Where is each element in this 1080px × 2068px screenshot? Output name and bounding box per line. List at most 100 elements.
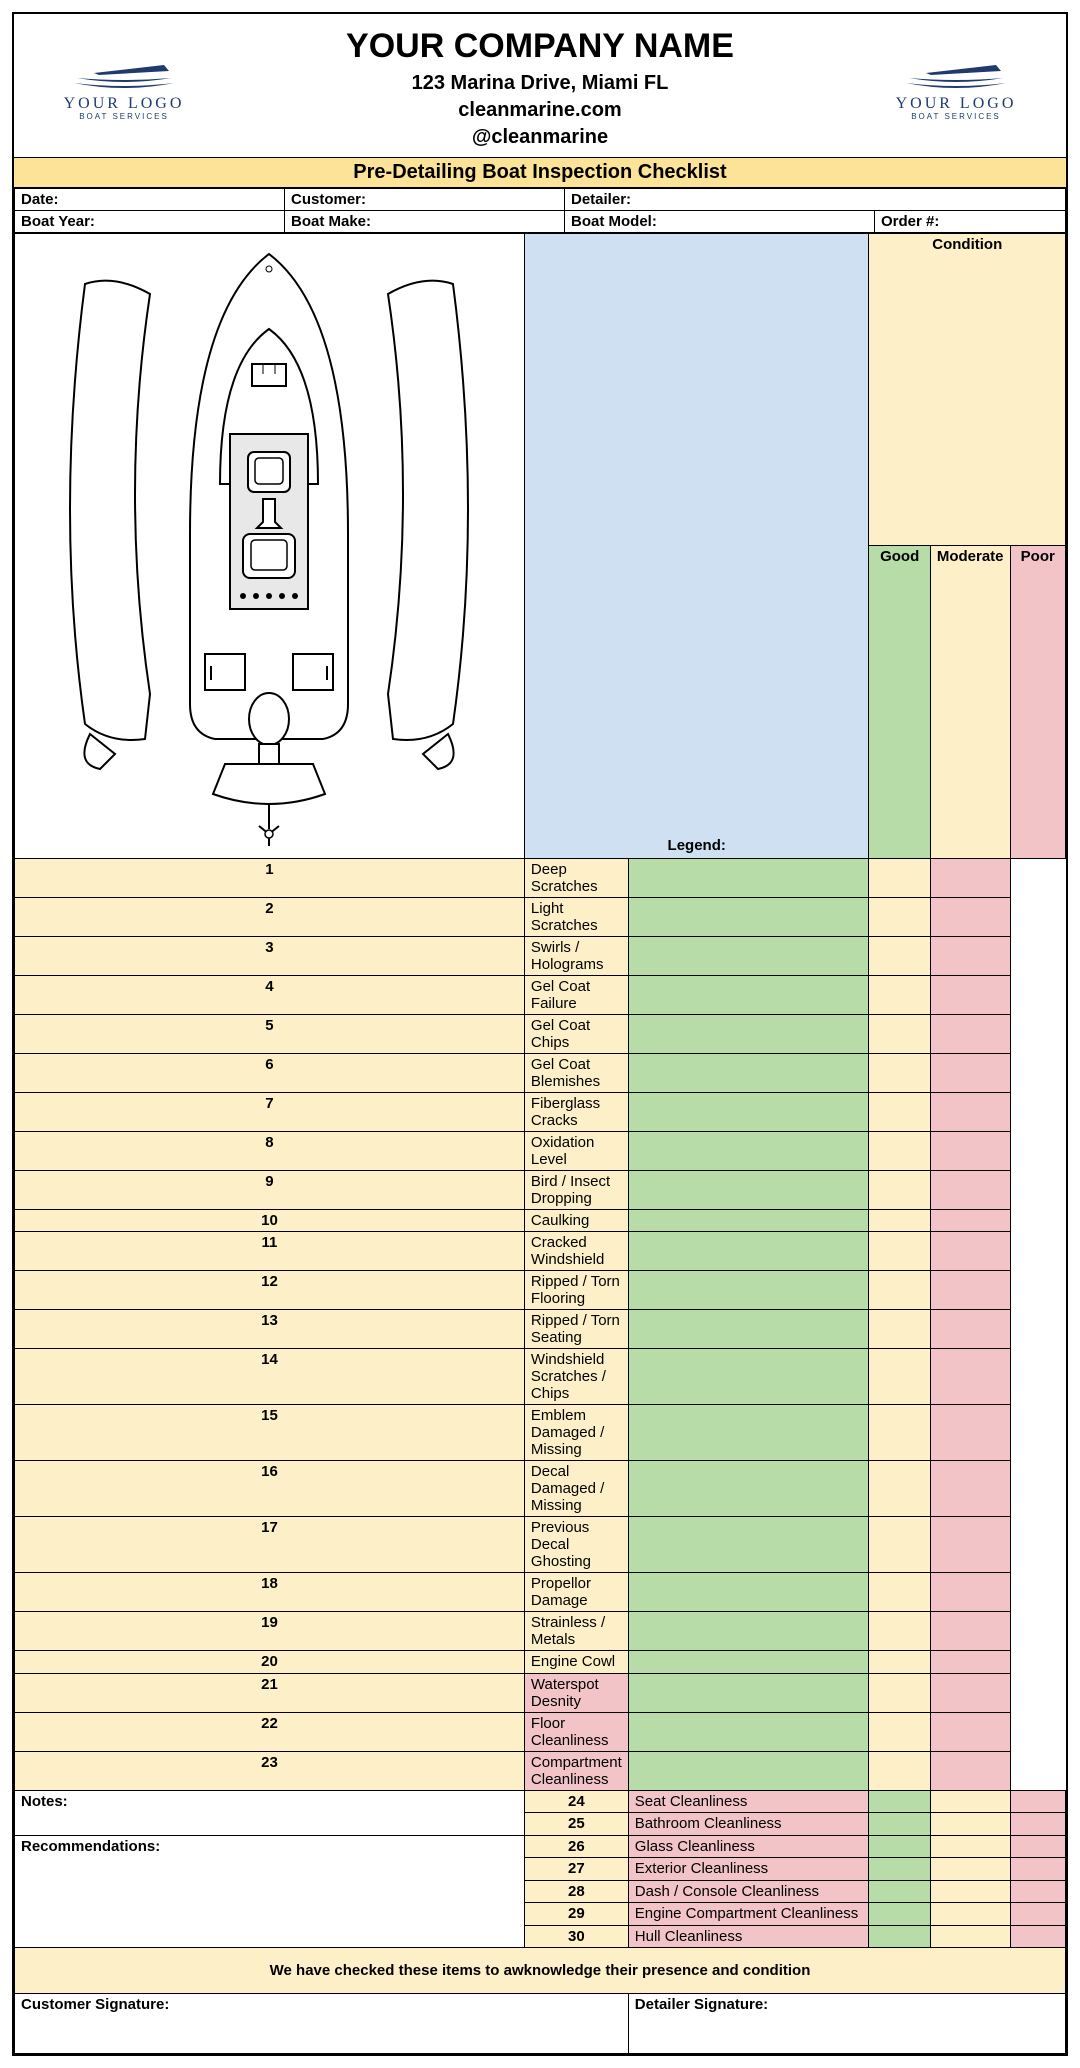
poor-box[interactable] <box>930 1461 1010 1517</box>
moderate-box[interactable] <box>869 1461 930 1517</box>
good-box[interactable] <box>628 1651 869 1674</box>
good-box[interactable] <box>628 897 869 936</box>
detailer-signature[interactable]: Detailer Signature: <box>628 1994 1065 2054</box>
good-box[interactable] <box>628 1612 869 1651</box>
field-boat-make[interactable]: Boat Make: <box>285 210 565 232</box>
good-box[interactable] <box>628 1092 869 1131</box>
moderate-box[interactable] <box>930 1880 1010 1903</box>
moderate-box[interactable] <box>869 1651 930 1674</box>
good-box[interactable] <box>628 1573 869 1612</box>
poor-box[interactable] <box>930 897 1010 936</box>
poor-box[interactable] <box>1010 1790 1065 1813</box>
poor-box[interactable] <box>930 1170 1010 1209</box>
moderate-box[interactable] <box>930 1790 1010 1813</box>
poor-box[interactable] <box>930 1209 1010 1232</box>
poor-box[interactable] <box>930 1651 1010 1674</box>
good-box[interactable] <box>869 1880 930 1903</box>
good-box[interactable] <box>628 1405 869 1461</box>
poor-box[interactable] <box>1010 1835 1065 1858</box>
moderate-box[interactable] <box>869 1405 930 1461</box>
moderate-box[interactable] <box>869 858 930 897</box>
field-date[interactable]: Date: <box>15 188 285 210</box>
poor-box[interactable] <box>930 1573 1010 1612</box>
moderate-box[interactable] <box>869 1232 930 1271</box>
poor-box[interactable] <box>930 1517 1010 1573</box>
poor-box[interactable] <box>930 1131 1010 1170</box>
poor-box[interactable] <box>930 975 1010 1014</box>
moderate-box[interactable] <box>869 1673 930 1712</box>
good-box[interactable] <box>628 1673 869 1712</box>
poor-box[interactable] <box>930 1751 1010 1790</box>
poor-box[interactable] <box>1010 1858 1065 1881</box>
poor-box[interactable] <box>930 1092 1010 1131</box>
good-box[interactable] <box>628 1131 869 1170</box>
notes-cell[interactable]: Notes: <box>15 1790 525 1835</box>
customer-signature[interactable]: Customer Signature: <box>15 1994 629 2054</box>
good-box[interactable] <box>628 1349 869 1405</box>
good-box[interactable] <box>628 1310 869 1349</box>
good-box[interactable] <box>628 1014 869 1053</box>
poor-box[interactable] <box>930 1612 1010 1651</box>
poor-box[interactable] <box>930 1271 1010 1310</box>
good-box[interactable] <box>628 1170 869 1209</box>
moderate-box[interactable] <box>930 1925 1010 1948</box>
good-box[interactable] <box>628 936 869 975</box>
poor-box[interactable] <box>1010 1925 1065 1948</box>
moderate-box[interactable] <box>869 1053 930 1092</box>
moderate-box[interactable] <box>930 1835 1010 1858</box>
moderate-box[interactable] <box>869 1517 930 1573</box>
moderate-box[interactable] <box>869 1170 930 1209</box>
poor-box[interactable] <box>930 1405 1010 1461</box>
good-box[interactable] <box>869 1858 930 1881</box>
field-boat-model[interactable]: Boat Model: <box>565 210 875 232</box>
poor-box[interactable] <box>930 1673 1010 1712</box>
moderate-box[interactable] <box>930 1858 1010 1881</box>
good-box[interactable] <box>869 1835 930 1858</box>
poor-box[interactable] <box>930 1053 1010 1092</box>
field-order[interactable]: Order #: <box>875 210 1066 232</box>
moderate-box[interactable] <box>869 897 930 936</box>
good-box[interactable] <box>869 1813 930 1836</box>
field-boat-year[interactable]: Boat Year: <box>15 210 285 232</box>
poor-box[interactable] <box>930 1712 1010 1751</box>
moderate-box[interactable] <box>869 1014 930 1053</box>
poor-box[interactable] <box>930 1310 1010 1349</box>
good-box[interactable] <box>628 1209 869 1232</box>
good-box[interactable] <box>628 975 869 1014</box>
good-box[interactable] <box>628 1751 869 1790</box>
moderate-box[interactable] <box>869 1131 930 1170</box>
moderate-box[interactable] <box>869 1209 930 1232</box>
poor-box[interactable] <box>930 1014 1010 1053</box>
good-box[interactable] <box>628 1517 869 1573</box>
poor-box[interactable] <box>1010 1813 1065 1836</box>
moderate-box[interactable] <box>869 1092 930 1131</box>
good-box[interactable] <box>628 1461 869 1517</box>
moderate-box[interactable] <box>869 1349 930 1405</box>
moderate-box[interactable] <box>869 1310 930 1349</box>
poor-box[interactable] <box>930 858 1010 897</box>
poor-box[interactable] <box>1010 1880 1065 1903</box>
good-box[interactable] <box>869 1790 930 1813</box>
poor-box[interactable] <box>1010 1903 1065 1926</box>
field-customer[interactable]: Customer: <box>285 188 565 210</box>
good-box[interactable] <box>628 1271 869 1310</box>
moderate-box[interactable] <box>930 1903 1010 1926</box>
recommendations-cell[interactable]: Recommendations: <box>15 1835 525 1948</box>
moderate-box[interactable] <box>869 975 930 1014</box>
moderate-box[interactable] <box>869 1712 930 1751</box>
good-box[interactable] <box>869 1903 930 1926</box>
moderate-box[interactable] <box>869 1751 930 1790</box>
moderate-box[interactable] <box>869 1573 930 1612</box>
poor-box[interactable] <box>930 936 1010 975</box>
moderate-box[interactable] <box>869 1271 930 1310</box>
good-box[interactable] <box>628 858 869 897</box>
moderate-box[interactable] <box>930 1813 1010 1836</box>
moderate-box[interactable] <box>869 936 930 975</box>
field-detailer[interactable]: Detailer: <box>565 188 1066 210</box>
poor-box[interactable] <box>930 1349 1010 1405</box>
good-box[interactable] <box>869 1925 930 1948</box>
moderate-box[interactable] <box>869 1612 930 1651</box>
good-box[interactable] <box>628 1712 869 1751</box>
good-box[interactable] <box>628 1232 869 1271</box>
poor-box[interactable] <box>930 1232 1010 1271</box>
